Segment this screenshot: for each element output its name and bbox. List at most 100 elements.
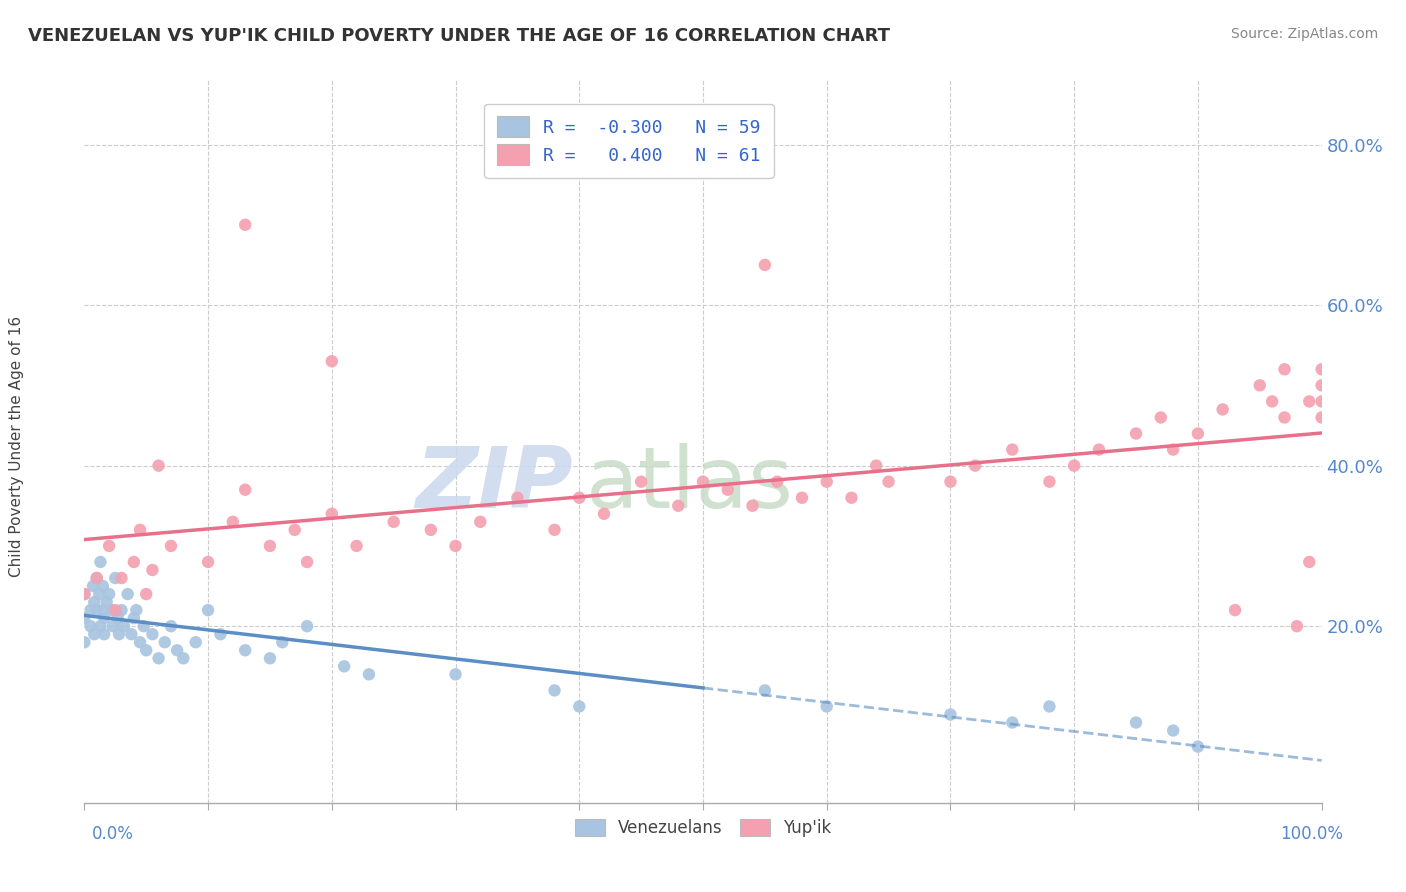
Point: [132, 619, 155, 633]
Point: [1274, 410, 1296, 425]
Point: [754, 683, 776, 698]
Point: [83, 627, 105, 641]
Point: [79, 603, 101, 617]
Point: [233, 218, 256, 232]
Point: [209, 627, 232, 641]
Point: [1038, 699, 1060, 714]
Point: [1298, 555, 1320, 569]
Text: Child Poverty Under the Age of 16: Child Poverty Under the Age of 16: [10, 316, 24, 576]
Point: [1063, 458, 1085, 473]
Point: [184, 635, 207, 649]
Point: [1150, 410, 1173, 425]
Point: [135, 587, 157, 601]
Point: [122, 555, 145, 569]
Point: [141, 627, 163, 641]
Text: 0.0%: 0.0%: [91, 825, 134, 843]
Point: [125, 603, 148, 617]
Point: [91, 579, 114, 593]
Point: [129, 635, 152, 649]
Point: [83, 595, 105, 609]
Point: [172, 651, 194, 665]
Point: [73, 587, 96, 601]
Point: [98, 587, 121, 601]
Point: [939, 475, 962, 489]
Point: [1298, 394, 1320, 409]
Point: [79, 619, 101, 633]
Point: [89, 587, 111, 601]
Point: [104, 603, 127, 617]
Point: [419, 523, 441, 537]
Point: [1261, 394, 1284, 409]
Point: [1285, 619, 1308, 633]
Point: [593, 507, 616, 521]
Point: [877, 475, 900, 489]
Point: [1038, 475, 1060, 489]
Point: [166, 643, 188, 657]
Point: [666, 499, 689, 513]
Point: [104, 571, 127, 585]
Point: [1161, 723, 1184, 738]
Point: [93, 611, 115, 625]
Point: [1310, 410, 1333, 425]
Point: [86, 603, 108, 617]
Point: [630, 475, 652, 489]
Point: [148, 651, 170, 665]
Point: [568, 491, 591, 505]
Point: [160, 539, 183, 553]
Point: [73, 611, 96, 625]
Point: [766, 475, 789, 489]
Point: [271, 635, 294, 649]
Point: [1223, 603, 1246, 617]
Point: [120, 627, 142, 641]
Point: [110, 571, 132, 585]
Point: [107, 611, 129, 625]
Point: [1001, 442, 1024, 457]
Point: [939, 707, 962, 722]
Point: [382, 515, 405, 529]
Point: [865, 458, 887, 473]
Point: [86, 571, 108, 585]
Point: [1187, 739, 1209, 754]
Point: [815, 699, 838, 714]
Point: [754, 258, 776, 272]
Point: [1310, 394, 1333, 409]
Point: [841, 491, 863, 505]
Point: [790, 491, 813, 505]
Point: [1125, 426, 1147, 441]
Point: [815, 475, 838, 489]
Point: [129, 523, 152, 537]
Point: [295, 555, 318, 569]
Point: [100, 603, 122, 617]
Point: [1187, 426, 1209, 441]
Point: [222, 515, 245, 529]
Text: ZIP: ZIP: [415, 443, 574, 526]
Point: [333, 659, 356, 673]
Point: [444, 539, 467, 553]
Point: [117, 587, 139, 601]
Point: [543, 523, 565, 537]
Point: [1310, 378, 1333, 392]
Point: [153, 635, 176, 649]
Text: VENEZUELAN VS YUP'IK CHILD POVERTY UNDER THE AGE OF 16 CORRELATION CHART: VENEZUELAN VS YUP'IK CHILD POVERTY UNDER…: [28, 27, 890, 45]
Point: [110, 603, 132, 617]
Point: [321, 507, 343, 521]
Point: [86, 571, 108, 585]
Point: [93, 627, 115, 641]
Point: [233, 643, 256, 657]
Point: [98, 539, 121, 553]
Point: [1088, 442, 1111, 457]
Point: [717, 483, 740, 497]
Point: [506, 491, 529, 505]
Point: [197, 603, 219, 617]
Point: [82, 579, 104, 593]
Text: atlas: atlas: [585, 443, 793, 526]
Point: [96, 595, 118, 609]
Point: [965, 458, 987, 473]
Point: [321, 354, 343, 368]
Point: [73, 587, 96, 601]
Point: [112, 619, 135, 633]
Point: [122, 611, 145, 625]
Point: [108, 627, 131, 641]
Point: [89, 555, 111, 569]
Point: [148, 458, 170, 473]
